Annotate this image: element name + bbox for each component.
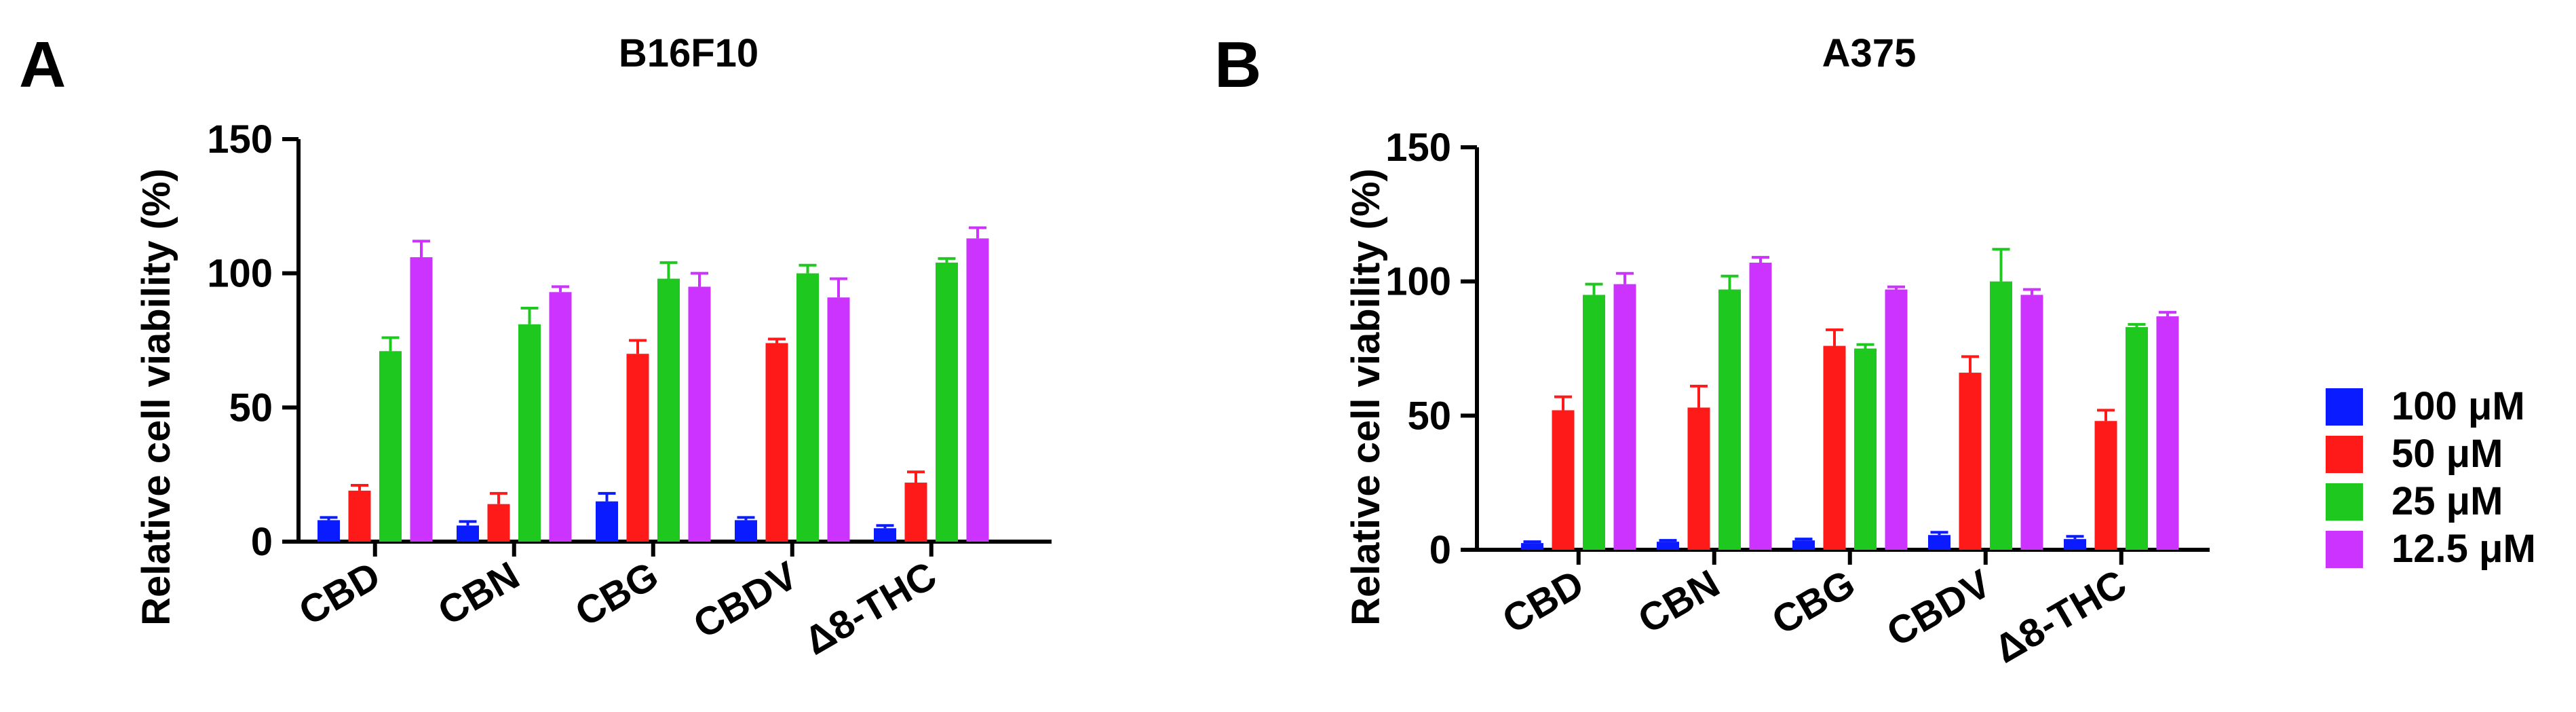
- x-tick-label-b: CBG: [1765, 561, 1862, 643]
- bar-a--8-thc-25m: [936, 262, 958, 542]
- legend-swatch-25um: [2326, 483, 2363, 521]
- y-tick-label-a: 50: [229, 386, 273, 430]
- bar-a-cbn-100m: [457, 525, 479, 542]
- bar-b--8-thc-12-5m: [2156, 316, 2179, 550]
- legend-label-25um: 25 μM: [2391, 479, 2503, 523]
- bar-b--8-thc-50m: [2094, 421, 2117, 550]
- legend: 100 μM 50 μM 25 μM 12.5 μM: [2326, 384, 2536, 571]
- bar-b-cbd-50m: [1552, 410, 1575, 550]
- bar-b--8-thc-25m: [2126, 326, 2148, 550]
- legend-swatch-100um: [2326, 388, 2363, 426]
- x-tick-label-a: CBD: [292, 553, 387, 634]
- bar-a-cbg-12-5m: [688, 286, 711, 542]
- bar-b-cbdv-25m: [1990, 281, 2012, 550]
- y-tick-label-b: 0: [1429, 528, 1451, 572]
- bar-a-cbd-25m: [379, 351, 402, 542]
- bar-b-cbdv-12-5m: [2020, 295, 2043, 550]
- panel-label-a: A: [19, 29, 66, 101]
- bar-a-cbd-12-5m: [410, 257, 433, 542]
- y-axis-label-a: Relative cell viability (%): [134, 168, 178, 626]
- bar-b--8-thc-100m: [2064, 539, 2086, 550]
- bar-a-cbn-25m: [518, 324, 541, 542]
- bar-a-cbd-100m: [318, 520, 340, 542]
- x-tick-label-b: CBD: [1495, 561, 1591, 642]
- x-tick-label-a: Δ8-THC: [797, 553, 944, 664]
- y-tick-label-b: 50: [1407, 394, 1451, 438]
- x-tick-label-a: CBN: [431, 553, 526, 634]
- bar-b-cbn-50m: [1687, 407, 1710, 550]
- bar-a-cbg-100m: [596, 501, 618, 542]
- y-axis-label-b: Relative cell viability (%): [1344, 168, 1388, 626]
- bar-b-cbg-50m: [1823, 345, 1846, 550]
- bar-b-cbg-25m: [1854, 348, 1877, 550]
- bar-a-cbdv-100m: [735, 520, 757, 542]
- legend-swatch-50um: [2326, 436, 2363, 473]
- bar-b-cbdv-50m: [1959, 373, 1982, 550]
- bar-b-cbd-12-5m: [1613, 284, 1636, 550]
- y-tick-label-b: 150: [1385, 126, 1451, 170]
- x-tick-label-a: CBG: [568, 553, 666, 635]
- bar-a-cbdv-25m: [796, 273, 819, 542]
- y-tick-label-a: 0: [251, 520, 273, 564]
- chart-title-a: B16F10: [619, 31, 758, 75]
- y-tick-label-a: 100: [207, 252, 273, 296]
- bar-b-cbn-25m: [1718, 289, 1741, 550]
- bar-a--8-thc-50m: [904, 483, 927, 542]
- y-tick-label-b: 100: [1385, 260, 1451, 304]
- bar-a-cbg-25m: [657, 278, 680, 542]
- bar-b-cbg-100m: [1792, 540, 1815, 550]
- bar-b-cbn-12-5m: [1749, 262, 1772, 550]
- bar-a-cbdv-12-5m: [827, 297, 850, 542]
- bar-b-cbd-100m: [1521, 543, 1543, 550]
- bar-b-cbd-25m: [1583, 295, 1605, 550]
- legend-swatch-12-5um: [2326, 531, 2363, 568]
- bar-a--8-thc-12-5m: [966, 238, 989, 542]
- bar-b-cbn-100m: [1657, 542, 1679, 550]
- legend-label-100um: 100 μM: [2391, 384, 2525, 428]
- y-tick-label-a: 150: [207, 117, 273, 162]
- bar-a-cbn-12-5m: [549, 292, 572, 542]
- bar-b-cbg-12-5m: [1885, 289, 1908, 550]
- bar-a-cbdv-50m: [765, 343, 788, 542]
- x-tick-label-b: Δ8-THC: [1987, 561, 2134, 672]
- bar-a--8-thc-100m: [874, 528, 896, 542]
- x-tick-label-a: CBDV: [686, 553, 805, 648]
- x-tick-label-b: CBN: [1631, 561, 1727, 642]
- panel-label-b: B: [1214, 29, 1261, 101]
- legend-label-50um: 50 μM: [2391, 432, 2503, 476]
- chart-title-b: A375: [1822, 31, 1917, 75]
- legend-label-12-5um: 12.5 μM: [2391, 527, 2536, 571]
- bar-a-cbg-50m: [626, 354, 649, 542]
- bar-b-cbdv-100m: [1928, 535, 1950, 550]
- bar-a-cbd-50m: [348, 490, 371, 542]
- bar-a-cbn-50m: [487, 504, 510, 542]
- x-tick-label-b: CBDV: [1879, 561, 1998, 656]
